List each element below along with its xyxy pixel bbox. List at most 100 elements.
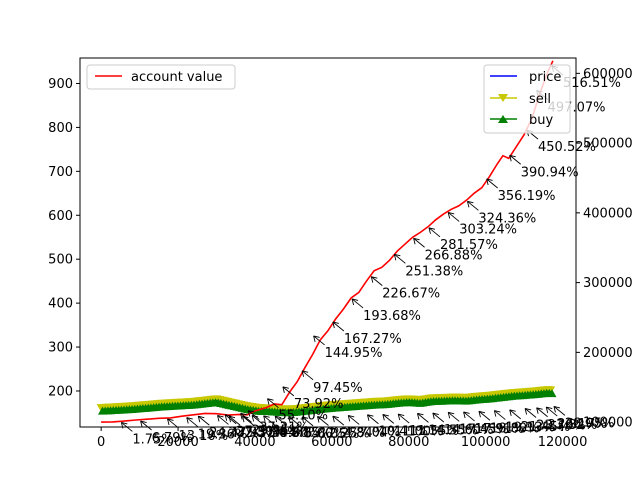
annotation: 27.30% <box>224 414 286 440</box>
y-right-tick-label: 600000 <box>583 67 633 82</box>
annotation-arrowhead <box>536 407 543 414</box>
annotation-arrowhead <box>463 411 470 419</box>
annotation: 13.10% <box>167 418 228 444</box>
plot-area <box>96 60 557 423</box>
annotation-label: 11.55% <box>409 424 459 439</box>
annotation-label: 6.79% <box>152 431 193 446</box>
annotation-label: 18.80% <box>490 421 540 436</box>
annotation-arrowhead <box>217 415 224 422</box>
annotation: 23.93% <box>217 415 278 440</box>
y-left-tick-label: 400 <box>48 297 73 312</box>
annotation-arrow <box>186 417 199 427</box>
annotation: 7.04% <box>347 415 401 440</box>
y-left-tick-label: 700 <box>48 165 73 180</box>
x-tick-label: 100000 <box>461 435 511 450</box>
annotation-arrow <box>242 415 254 426</box>
annotation: 167.27% <box>332 321 402 347</box>
annotation: 390.94% <box>509 154 579 180</box>
annotation-arrow <box>536 407 548 418</box>
annotation-label: 23.70% <box>536 418 586 433</box>
x-tick-label: 20000 <box>157 435 198 450</box>
annotation-label: 27.30% <box>236 425 286 440</box>
annotation-arrow <box>197 415 210 426</box>
y-left-tick-label: 300 <box>48 341 73 356</box>
annotation: 24.47% <box>197 415 259 441</box>
annotation-arrowhead <box>466 200 474 208</box>
annotation: 26.17% <box>545 406 607 432</box>
annotation: -8.85% <box>274 415 332 441</box>
annotation-arrow <box>394 253 406 264</box>
annotation-arrowhead <box>493 410 501 417</box>
annotation-arrowhead <box>370 276 378 283</box>
annotation-arrowhead <box>263 415 270 422</box>
annotation-arrow <box>282 386 295 397</box>
annotation-label: 37.21% <box>259 421 309 436</box>
annotation-arrow <box>228 415 241 426</box>
x-tick-label: 60000 <box>311 435 352 450</box>
annotation-label: 7.04% <box>359 425 400 440</box>
annotation-layer: 516.51%497.07%450.52%390.94%356.19%324.3… <box>120 65 621 447</box>
annotation-label: 23.82% <box>548 418 598 433</box>
annotation-label: -2.57% <box>240 426 286 441</box>
annotation-arrow <box>494 410 506 420</box>
annotation-arrow <box>140 420 152 431</box>
legend-label-buy: buy <box>529 113 553 128</box>
annotation: -8.60% <box>263 415 321 441</box>
legend-box <box>86 64 236 90</box>
annotation-label: -3.34% <box>253 426 299 441</box>
sell-marker <box>546 386 556 395</box>
annotation: 97.45% <box>301 370 363 396</box>
legend-account: account value <box>86 64 236 90</box>
x-tick-label: 120000 <box>538 435 588 450</box>
annotation-arrowhead <box>274 415 282 423</box>
annotation-arrowhead <box>347 415 355 422</box>
annotation: 6.79% <box>140 420 193 446</box>
annotation-arrow <box>301 370 314 381</box>
annotation-label: 10.41% <box>378 425 428 440</box>
annotation-label: 11.00% <box>394 424 444 439</box>
annotation-arrowhead <box>428 227 436 234</box>
legend-box <box>483 64 571 134</box>
annotation-arrowhead <box>247 410 255 417</box>
annotation-arrowhead <box>301 370 309 377</box>
annotation: 23.70% <box>524 408 586 433</box>
annotation-arrow <box>478 410 491 421</box>
annotation-arrowhead <box>197 415 205 423</box>
annotation-label: -5.44% <box>263 425 309 440</box>
annotation-arrow <box>382 414 395 424</box>
annotation-arrowhead <box>382 413 389 421</box>
annotation: 324.36% <box>466 200 536 226</box>
annotation-label: 516.51% <box>563 76 621 91</box>
annotation: 11.00% <box>382 413 444 439</box>
annotation-arrow <box>463 411 475 422</box>
annotation-label: -6.05% <box>313 427 359 442</box>
annotation-arrowhead <box>478 410 486 418</box>
annotation-arrowhead <box>524 408 532 415</box>
annotation-arrow <box>167 418 179 429</box>
annotation-arrowhead <box>367 414 374 421</box>
annotation: 4.84% <box>332 415 385 441</box>
annotation-arrow <box>274 415 287 426</box>
annotation-arrow <box>428 227 441 238</box>
annotation: 193.68% <box>351 298 421 324</box>
annotation-arrowhead <box>282 386 289 393</box>
annotation-label: 356.19% <box>498 189 556 204</box>
annotation-arrow <box>313 335 325 346</box>
legend-price: price sell buy <box>483 64 571 134</box>
annotation: 17.91% <box>463 411 524 437</box>
annotation-label: 26.17% <box>557 417 607 432</box>
annotation: 226.67% <box>370 276 440 302</box>
annotation-arrowhead <box>301 416 309 423</box>
annotation-arrowhead <box>186 417 193 424</box>
annotation-label: 28.95% <box>565 416 615 431</box>
annotation: -5.00% <box>288 416 346 441</box>
annotation-arrow <box>224 414 237 425</box>
annotation-label: -8.60% <box>275 426 321 441</box>
annotation-label: -8.85% <box>286 426 332 441</box>
annotation: 19.36% <box>186 417 247 443</box>
axes: 0 20000 40000 60000 80000 100000 120000 200 300 4… <box>48 67 632 450</box>
annotation-arrowhead <box>416 412 424 420</box>
annotation-label: 1.75% <box>132 432 173 447</box>
annotation-arrowhead <box>545 406 553 414</box>
